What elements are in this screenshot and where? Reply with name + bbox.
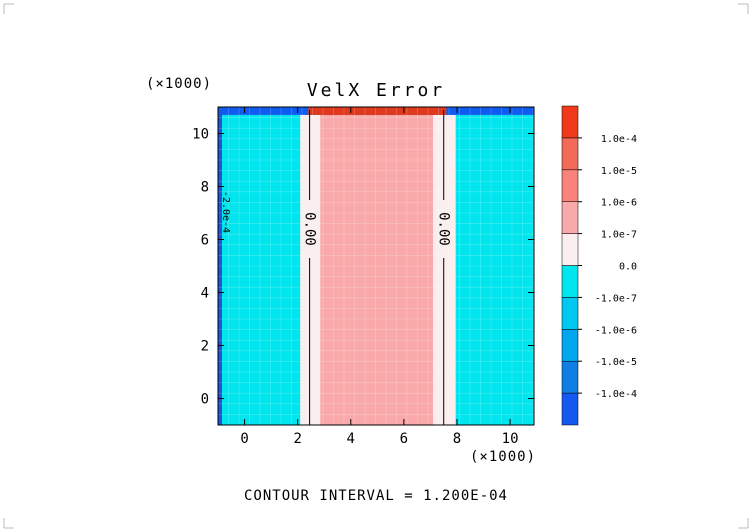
page-corner-marks <box>3 3 749 529</box>
top-band-positive <box>308 107 447 115</box>
colorbar: -1.0e-4 -1.0e-5 -1.0e-6 -1.0e-7 0.0 1.0e-7 1.0… <box>561 105 637 426</box>
y-scale-label: (×1000) <box>146 76 212 92</box>
contour-region-3 <box>433 114 456 425</box>
colorbar-swatch <box>561 329 579 362</box>
contour-region-4 <box>455 114 534 425</box>
colorbar-swatch <box>561 265 579 298</box>
contour-interval-footer: CONTOUR INTERVAL = 1.200E-04 <box>244 488 508 504</box>
colorbar-swatch <box>561 137 579 171</box>
colorbar-swatch <box>561 233 579 266</box>
x-tick-label: 0 <box>240 431 248 447</box>
contour-label-1: 0.00 <box>436 212 452 246</box>
colorbar-swatch <box>561 201 579 234</box>
colorbar-label: 1.0e-6 <box>601 198 637 209</box>
x-tick-label: 10 <box>502 431 519 447</box>
y-tick-label: 6 <box>201 233 209 249</box>
contour-fill-layer <box>218 107 534 425</box>
colorbar-label: 1.0e-5 <box>601 166 637 177</box>
y-tick-label: 4 <box>201 286 209 302</box>
contour-lines: 0.00 0.00 -2.0e-4 <box>220 110 452 425</box>
contour-region-1 <box>300 114 321 425</box>
colorbar-label: -1.0e-5 <box>595 357 637 368</box>
contour-label-0: 0.00 <box>302 212 318 246</box>
y-tick-label: 8 <box>201 180 209 196</box>
colorbar-swatch <box>561 297 579 330</box>
x-tick-label: 8 <box>453 431 461 447</box>
x-tick-label: 4 <box>347 431 355 447</box>
colorbar-label: 1.0e-7 <box>601 230 637 241</box>
colorbar-swatch <box>561 169 579 202</box>
plot-frame <box>217 106 535 426</box>
colorbar-label: -1.0e-4 <box>595 389 637 400</box>
colorbar-label: -1.0e-6 <box>595 325 637 336</box>
colorbar-swatch <box>561 360 579 394</box>
y-tick-label: 10 <box>192 127 209 143</box>
colorbar-swatch <box>561 392 579 426</box>
colorbar-label: 1.0e-4 <box>601 134 637 145</box>
contour-region-2 <box>320 114 434 425</box>
colorbar-label: -1.0e-7 <box>595 293 637 304</box>
y-tick-label: 0 <box>201 392 209 408</box>
x-tick-label: 2 <box>293 431 301 447</box>
x-tick-label: 6 <box>400 431 408 447</box>
left-boundary-contour-label: -2.0e-4 <box>220 191 231 233</box>
colorbar-swatch <box>561 105 579 139</box>
grid-lines <box>218 107 534 425</box>
colorbar-label: 0.0 <box>619 262 637 273</box>
axis-ticks: 0 2 4 6 8 10 0 2 4 6 8 10 <box>192 107 534 447</box>
chart-title: VelX Error <box>307 80 445 101</box>
left-band <box>218 107 222 425</box>
contour-region-0 <box>218 114 301 425</box>
x-scale-label: (×1000) <box>470 449 536 465</box>
y-tick-label: 2 <box>201 339 209 355</box>
